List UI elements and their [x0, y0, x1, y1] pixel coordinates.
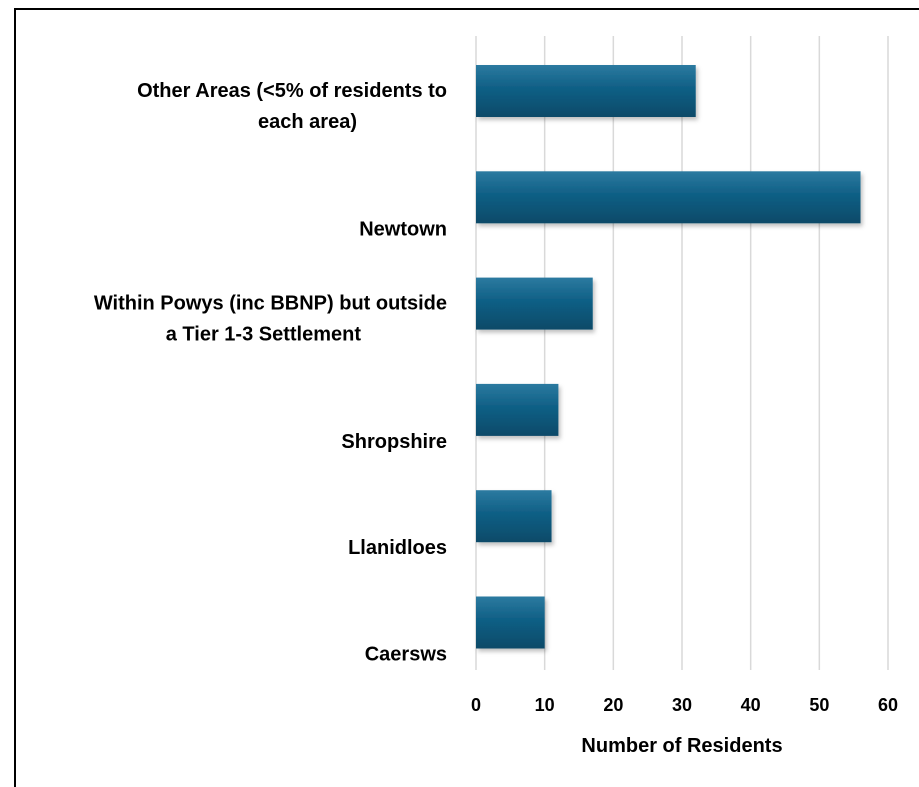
bar — [476, 383, 559, 436]
bar — [476, 277, 593, 330]
category-label: Shropshire — [341, 431, 447, 453]
x-tick-labels: 0 10 20 30 40 50 60 — [471, 695, 898, 715]
category-label: Newtown — [359, 218, 447, 240]
x-tick-label: 0 — [471, 695, 481, 715]
x-tick-label: 20 — [603, 695, 623, 715]
category-label: Caersws — [365, 644, 447, 666]
x-tick-label: 60 — [878, 695, 898, 715]
x-tick-label: 10 — [535, 695, 555, 715]
chart-frame — [14, 8, 919, 787]
bar — [476, 65, 696, 117]
category-label: Llanidloes — [348, 537, 447, 559]
category-label: Other Areas (<5% of residents to each are… — [137, 80, 447, 133]
x-axis-title: Number of Residents — [581, 735, 782, 757]
bar — [476, 171, 861, 224]
bars — [476, 65, 861, 649]
x-tick-label: 30 — [672, 695, 692, 715]
category-label: Within Powys (inc BBNP) but outside a Tie… — [94, 293, 447, 346]
gridlines — [475, 36, 889, 670]
category-labels: Other Areas (<5% of residents to each are… — [94, 80, 447, 666]
bar — [476, 490, 552, 543]
bar — [476, 596, 545, 649]
x-tick-label: 40 — [741, 695, 761, 715]
x-tick-label: 50 — [809, 695, 829, 715]
